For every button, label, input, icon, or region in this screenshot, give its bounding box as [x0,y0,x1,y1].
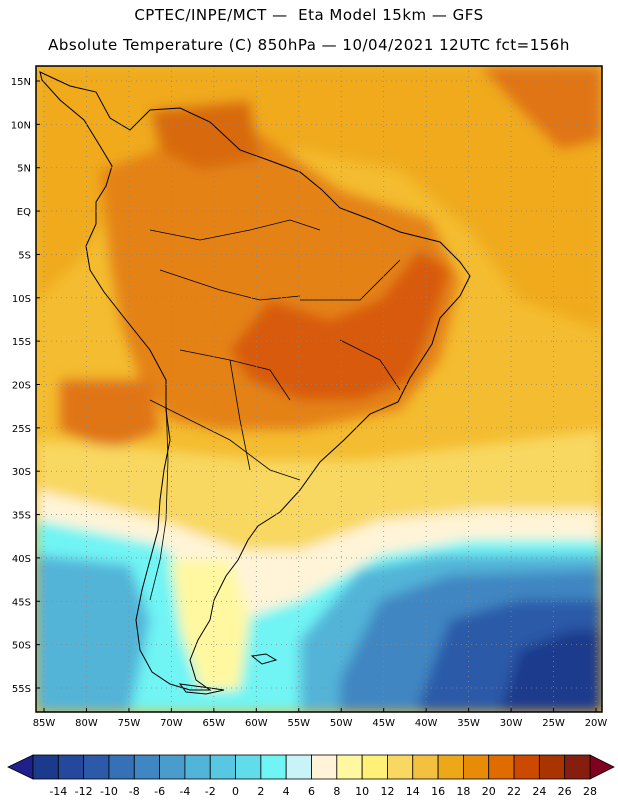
lat-tick-label: 10N [11,120,31,131]
lon-tick-label: 70W [160,718,183,729]
lat-tick-label: 25S [12,424,31,435]
colorbar-swatch [235,754,262,780]
zone-hottest-brazil [230,250,450,400]
lat-tick-label: 55S [12,684,31,695]
lat-tick-label: 20S [12,381,31,392]
axis-labels: 85W 80W 75W 70W 65W 60W 55W 50W 45W 40W 35W 30W 25W 2… [11,77,608,729]
colorbar-swatch [513,754,540,780]
colorbar-swatch [32,754,59,780]
colorbar-swatch [336,754,363,780]
lat-tick-label: 10S [12,294,31,305]
colorbar-swatch [285,754,312,780]
lat-tick-label: 40S [12,554,31,565]
colorbar-swatch [564,754,591,780]
zone-cool-band [36,490,602,620]
colorbar-label: 4 [283,785,290,798]
lon-tick-label: 50W [330,718,353,729]
colorbar-label: 16 [431,785,445,798]
lon-tick-label: 65W [203,718,226,729]
colorbar-swatch [437,754,464,780]
lat-tick-label: 50S [12,641,31,652]
lon-tick-label: 60W [245,718,268,729]
colorbar-swatch [108,754,135,780]
colorbar-swatch [159,754,186,780]
colorbar-swatch [538,754,566,780]
colorbar-swatch [488,754,515,780]
lat-tick-label: EQ [17,207,31,218]
lat-tick-label: 15S [12,337,31,348]
zone-warm-ne [480,66,602,150]
lat-tick-label: 5N [17,164,31,175]
chart-title-line-1: CPTEC/INPE/MCT — Eta Model 15km — GFS [134,6,484,24]
colorbar-swatch [311,754,338,780]
lon-tick-label: 45W [372,718,395,729]
colorbar-label: -2 [205,785,216,798]
lon-tick-label: 30W [500,718,523,729]
colorbar-swatch [209,754,236,780]
colorbar-label: 8 [333,785,340,798]
zone-cold-2 [36,555,150,712]
lat-tick-label: 35S [12,511,31,522]
plot-frame [35,65,603,713]
chart-title-line-2: Absolute Temperature (C) 850hPa — 10/04/… [48,36,570,54]
zone-patagonia-mild [170,560,250,690]
colorbar-label: 0 [232,785,239,798]
colorbar-label: -8 [129,785,140,798]
lon-tick-label: 85W [33,718,56,729]
colorbar-label: -14 [49,785,67,798]
lat-tick-label: 30S [12,467,31,478]
colorbar-swatch [133,754,160,780]
colorbar-label: -6 [154,785,165,798]
colorbar-label: 26 [558,785,572,798]
colorbar-label: 28 [583,785,597,798]
south-america-coast [39,71,471,691]
zone-hot-andes [150,100,260,170]
zone-coldest [500,630,602,712]
lon-tick-label: 55W [287,718,310,729]
lon-tick-label: 80W [75,718,98,729]
colorbar-label: 22 [507,785,521,798]
colorbar-swatch [184,754,211,780]
zone-hot-west [60,380,160,450]
colorbar-label: 10 [355,785,369,798]
colorbar-label: 18 [456,785,470,798]
lat-tick-label: 45S [12,597,31,608]
country-borders [149,219,401,601]
colorbar-swatch [361,754,388,780]
colorbar-low-arrow [7,754,34,780]
colorbar-swatch [412,754,439,780]
colorbar-label: 24 [532,785,546,798]
colorbar-label: 12 [380,785,394,798]
lon-tick-label: 35W [457,718,480,729]
colorbar-label: 2 [257,785,264,798]
lat-tick-label: 5S [18,250,31,261]
falklands [250,653,278,665]
temperature-field [36,66,602,712]
colorbar-label: 14 [406,785,420,798]
colorbar-label: 20 [482,785,496,798]
colorbar-swatch [57,754,85,780]
colorbar-swatch [260,754,287,780]
colorbar-high-arrow [589,754,615,780]
colorbar-label: -4 [179,785,190,798]
colorbar-label: -10 [100,785,118,798]
colorbar-swatch [83,754,110,780]
coastlines [39,71,471,695]
colorbar-swatch [387,754,414,780]
lon-tick-label: 20W [585,718,608,729]
lon-tick-label: 25W [542,718,565,729]
colorbar-label: 6 [308,785,315,798]
colorbar-label: -12 [75,785,93,798]
tierra-del-fuego [178,683,225,695]
colorbar-swatch [463,754,490,780]
colorbar: -14 -12 -10 -8 -6 -4 -2 0 2 4 6 8 10 12 14 16 18 20 22 24 26… [7,754,615,798]
lat-tick-label: 15N [11,77,31,88]
lon-tick-label: 75W [118,718,141,729]
lon-tick-label: 40W [415,718,438,729]
